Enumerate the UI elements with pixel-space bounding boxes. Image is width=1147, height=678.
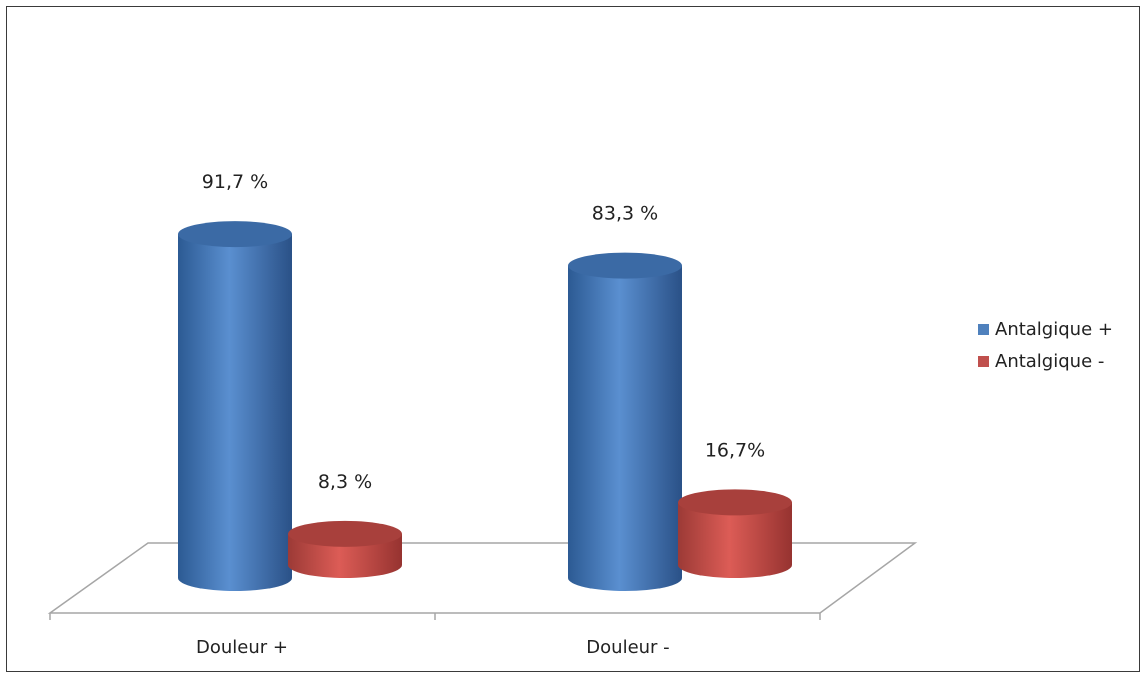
legend-swatch-red: [978, 355, 989, 367]
bar-antalgique-minus-0: [288, 520, 402, 578]
cylinder-top: [678, 489, 792, 516]
bar-antalgique-plus-0: [178, 221, 292, 591]
cylinder-body: [178, 234, 292, 591]
cylinder-body: [678, 502, 792, 578]
cylinder-top: [568, 252, 682, 279]
legend-item-antalgique-plus: Antalgique +: [978, 313, 1113, 345]
data-label: 91,7 %: [202, 171, 268, 193]
data-label: 8,3 %: [318, 471, 372, 493]
cylinder-top: [288, 520, 402, 547]
labels-group: 91,7 % 8,3 % Douleur + 83,3 % 16,7% Douleur -: [196, 171, 765, 658]
category-label: Douleur +: [196, 637, 288, 658]
legend: Antalgique + Antalgique -: [978, 313, 1113, 377]
legend-swatch-blue: [978, 323, 989, 335]
data-label: 83,3 %: [592, 203, 658, 225]
legend-item-antalgique-minus: Antalgique -: [978, 345, 1113, 377]
cylinder-top: [178, 221, 292, 248]
data-label: 16,7%: [705, 439, 765, 461]
bars-group: [178, 221, 792, 591]
cylinder-body: [568, 265, 682, 591]
legend-label: Antalgique -: [995, 350, 1105, 372]
legend-label: Antalgique +: [995, 318, 1113, 340]
bar-antalgique-minus-1: [678, 489, 792, 578]
category-label: Douleur -: [586, 637, 669, 658]
bar-antalgique-plus-1: [568, 252, 682, 591]
